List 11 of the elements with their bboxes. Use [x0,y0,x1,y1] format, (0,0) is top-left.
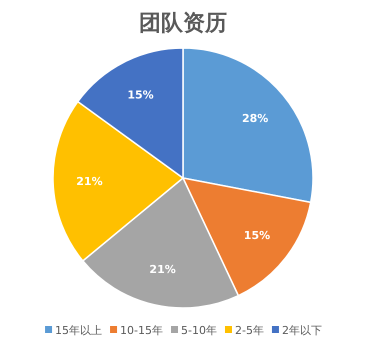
data-label: 21% [76,174,103,188]
legend-label: 15年以上 [55,324,102,337]
legend-label: 2年以下 [282,324,322,337]
legend-label: 2-5年 [234,324,264,337]
chart-title: 团队资历 [139,11,227,36]
legend-label: 5-10年 [181,324,217,337]
data-label: 15% [244,229,270,242]
data-label: 28% [242,112,268,126]
legend-label: 10-15年 [120,324,164,337]
data-label: 15% [127,88,154,102]
data-label: 21% [149,263,176,276]
